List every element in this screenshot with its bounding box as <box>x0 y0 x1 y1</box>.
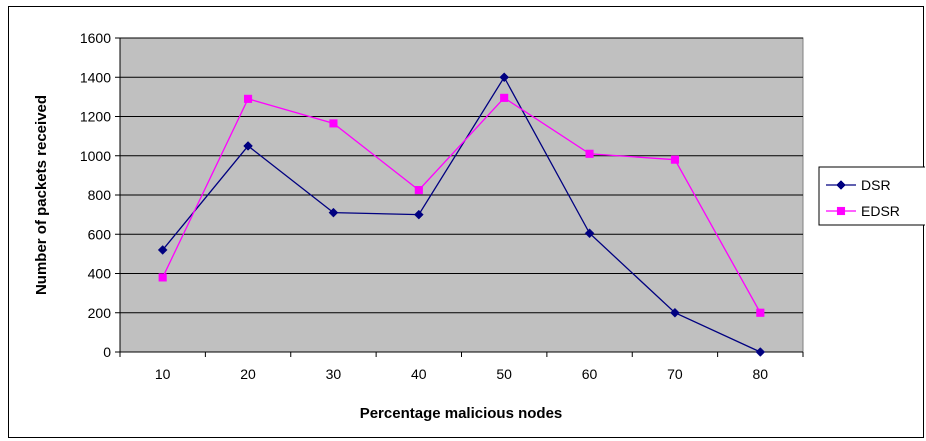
x-tick-label: 80 <box>753 366 769 382</box>
data-point-dsr <box>670 307 680 318</box>
x-tick-label: 30 <box>326 366 342 382</box>
data-point-dsr <box>499 72 510 83</box>
legend-box <box>818 166 925 226</box>
legend-marker-edsr <box>836 206 846 216</box>
chart-frame: 0 200 400 600 800 1000 1200 1400 1600 10 20 30 40 50 6… <box>8 6 925 438</box>
data-point-dsr <box>243 141 253 151</box>
legend-item-dsr: DSR <box>826 177 891 193</box>
data-point-edsr <box>158 273 167 282</box>
data-point-edsr <box>756 308 765 317</box>
legend: DSR EDSR <box>818 166 925 226</box>
data-point-dsr <box>755 347 766 357</box>
data-point-dsr <box>328 207 339 218</box>
y-tick-label: 1200 <box>80 109 111 125</box>
data-point-edsr <box>414 186 423 195</box>
y-tick-label: 1400 <box>80 69 111 85</box>
data-point-dsr <box>157 245 168 255</box>
y-tick-label: 1000 <box>80 148 111 164</box>
x-tick-label: 40 <box>411 366 427 382</box>
data-point-dsr <box>584 228 595 239</box>
data-point-edsr <box>585 149 594 158</box>
x-tick-label: 70 <box>667 366 683 382</box>
x-tick-label: 20 <box>240 366 256 382</box>
x-tick-label: 50 <box>496 366 512 382</box>
x-axis-title: Percentage malicious nodes <box>360 405 563 422</box>
data-point-edsr <box>670 155 679 164</box>
y-tick-label: 1600 <box>80 30 111 46</box>
legend-item-edsr: EDSR <box>826 203 900 219</box>
data-point-edsr <box>244 94 253 103</box>
x-tick-label: 10 <box>155 366 171 382</box>
y-tick-label: 600 <box>88 226 112 242</box>
y-axis-title: Number of packets received <box>33 95 50 295</box>
series-line-edsr <box>162 97 761 314</box>
series-line-dsr <box>162 75 761 353</box>
y-tick-label: 0 <box>103 344 111 360</box>
x-tick-label: 60 <box>582 366 598 382</box>
data-point-edsr <box>500 93 509 102</box>
series-edsr <box>158 93 765 317</box>
legend-marker-dsr <box>836 180 846 190</box>
series-dsr <box>157 72 766 357</box>
legend-label-edsr: EDSR <box>861 203 900 219</box>
y-tick-label: 200 <box>88 305 112 321</box>
y-tick-label: 800 <box>88 187 112 203</box>
legend-label-dsr: DSR <box>861 177 891 193</box>
data-point-edsr <box>329 119 338 128</box>
line-chart: 0 200 400 600 800 1000 1200 1400 1600 10 20 30 40 50 6… <box>33 30 925 422</box>
data-point-dsr <box>413 209 424 220</box>
y-tick-label: 400 <box>88 266 112 282</box>
